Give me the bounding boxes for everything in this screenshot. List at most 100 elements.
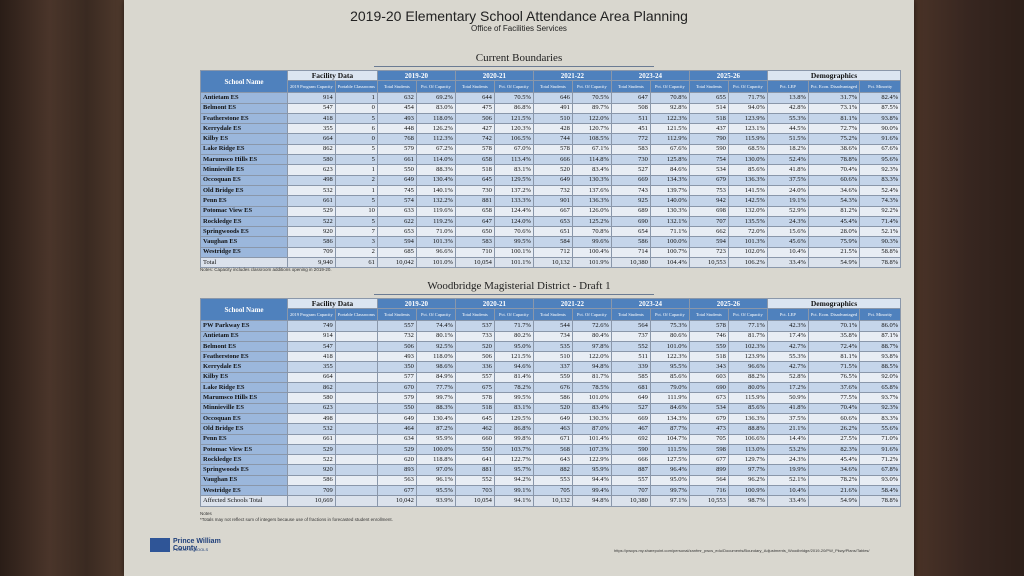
- table-cell: 101.0%: [415, 257, 456, 269]
- table-cell: 622: [376, 215, 417, 228]
- table-cell: 70.5%: [493, 92, 534, 104]
- table-cell: 641: [454, 454, 495, 466]
- table-cell: 81.1%: [807, 112, 861, 125]
- table-cell: 645: [454, 174, 495, 186]
- table-cell: 129.7%: [727, 454, 768, 466]
- school-name-cell: Kerrydale ES: [200, 123, 288, 135]
- header-total-students: Total Students: [376, 80, 417, 94]
- table-row: Lake Ridge ES 862 5 579 67.2% 578 67.0% 578 67.1…: [200, 143, 902, 156]
- table-cell: 93.7%: [859, 392, 902, 404]
- table-cell: 83.4%: [571, 164, 612, 176]
- table-cell: 552: [610, 340, 651, 353]
- table-cell: 737: [610, 330, 651, 342]
- table-cell: 578: [688, 320, 729, 332]
- table-cell: 67.2%: [415, 143, 456, 156]
- table-cell: 506: [454, 112, 495, 125]
- table-row: Penn ES 661 5 574 132.2% 881 133.3% 901 136.3% 92…: [200, 195, 902, 207]
- school-name-cell: Rockledge ES: [200, 215, 288, 228]
- table-cell: 122.3%: [649, 112, 690, 125]
- table-cell: 75.3%: [649, 320, 690, 332]
- table-cell: 649: [532, 412, 573, 425]
- table-cell: 646: [532, 92, 573, 104]
- table-cell: 71.7%: [727, 92, 768, 104]
- table-cell: 94.2%: [493, 474, 534, 487]
- table-cell: 881: [454, 464, 495, 476]
- table-cell: 91.6%: [859, 133, 902, 145]
- table-cell: 52.4%: [766, 154, 809, 166]
- table-cell: 10,380: [610, 495, 651, 507]
- table-cell: 649: [376, 412, 417, 425]
- table-cell: 733: [454, 330, 495, 342]
- table-row: Minnieville ES 623 550 88.3% 518 83.1% 520 83.4…: [200, 402, 902, 414]
- table-cell: 84.6%: [649, 164, 690, 176]
- table-cell: 137.2%: [493, 184, 534, 197]
- table-cell: 24.0%: [766, 184, 809, 197]
- header-portable-classrooms: Portable Classrooms: [334, 80, 378, 94]
- table-cell: 127.5%: [649, 454, 690, 466]
- table-cell: 85.6%: [727, 164, 768, 176]
- table-cell: 52.1%: [766, 474, 809, 487]
- table-cell: [334, 454, 378, 466]
- header-year: 2025-26: [688, 297, 768, 310]
- table-cell: 914: [287, 330, 336, 342]
- table-cell: 508: [610, 102, 651, 114]
- table-cell: 564: [688, 474, 729, 487]
- section-title-current: Current Boundaries: [475, 52, 563, 64]
- header-demographics: Demographics: [766, 297, 902, 310]
- table-cell: 71.7%: [493, 320, 534, 332]
- table-cell: 97.0%: [415, 464, 456, 476]
- table-cell: 97.1%: [649, 495, 690, 507]
- header-pct-capacity: Pct. Of Capacity: [415, 80, 456, 94]
- table-cell: 95.5%: [649, 361, 690, 373]
- table-cell: 594: [376, 236, 417, 248]
- table-cell: 72.7%: [807, 123, 861, 135]
- wooden-table-right: [914, 0, 1024, 576]
- table-cell: 547: [287, 340, 336, 353]
- table-cell: 83.0%: [415, 102, 456, 114]
- table-cell: 899: [688, 464, 729, 476]
- table-cell: 914: [287, 92, 336, 104]
- table-cell: 19.9%: [766, 464, 809, 476]
- table-cell: 1: [334, 184, 378, 197]
- table-cell: 893: [376, 464, 417, 476]
- table-cell: 70.4%: [807, 164, 861, 176]
- table-cell: 83.3%: [859, 174, 902, 186]
- table-cell: 122.0%: [571, 112, 612, 125]
- table-cell: 42.8%: [766, 102, 809, 114]
- table-cell: 99.7%: [649, 485, 690, 497]
- table-cell: 633: [376, 205, 417, 217]
- table-cell: 53.2%: [766, 443, 809, 456]
- table-cell: [334, 330, 378, 342]
- table-cell: 578: [454, 143, 495, 156]
- table-cell: 585: [610, 371, 651, 384]
- table-cell: 55.6%: [859, 423, 902, 435]
- table-cell: 99.1%: [493, 485, 534, 497]
- table-cell: 119.2%: [415, 215, 456, 228]
- table-cell: 550: [376, 402, 417, 414]
- table-cell: 80.0%: [727, 382, 768, 394]
- table-cell: 74.3%: [859, 195, 902, 207]
- table-cell: 58.4%: [859, 485, 902, 497]
- table-cell: 115.9%: [727, 392, 768, 404]
- table-cell: 71.1%: [649, 226, 690, 238]
- school-name-cell: Vaughan ES: [200, 236, 288, 248]
- table-cell: 529: [376, 443, 417, 456]
- table-cell: 463: [532, 423, 573, 435]
- school-name-cell: Antietam ES: [200, 330, 288, 342]
- table-cell: 705: [688, 433, 729, 445]
- table-cell: 559: [532, 371, 573, 384]
- header-pct-capacity: Pct. Of Capacity: [415, 308, 456, 322]
- table-cell: 98.7%: [727, 495, 768, 507]
- table-row: Old Bridge ES 532 464 87.2% 462 86.8% 463 87.0%…: [200, 423, 902, 435]
- table-cell: 662: [688, 226, 729, 238]
- table-cell: 881: [454, 195, 495, 207]
- table-cell: 37.6%: [807, 382, 861, 394]
- table-cell: 78.8%: [859, 257, 902, 269]
- header-year: 2019-20: [376, 297, 456, 310]
- table-cell: 579: [376, 392, 417, 404]
- table-cell: 343: [688, 361, 729, 373]
- table-cell: 82.3%: [807, 443, 861, 456]
- table-cell: 653: [376, 226, 417, 238]
- table-cell: 121.5%: [493, 351, 534, 363]
- table-cell: 120.3%: [493, 123, 534, 135]
